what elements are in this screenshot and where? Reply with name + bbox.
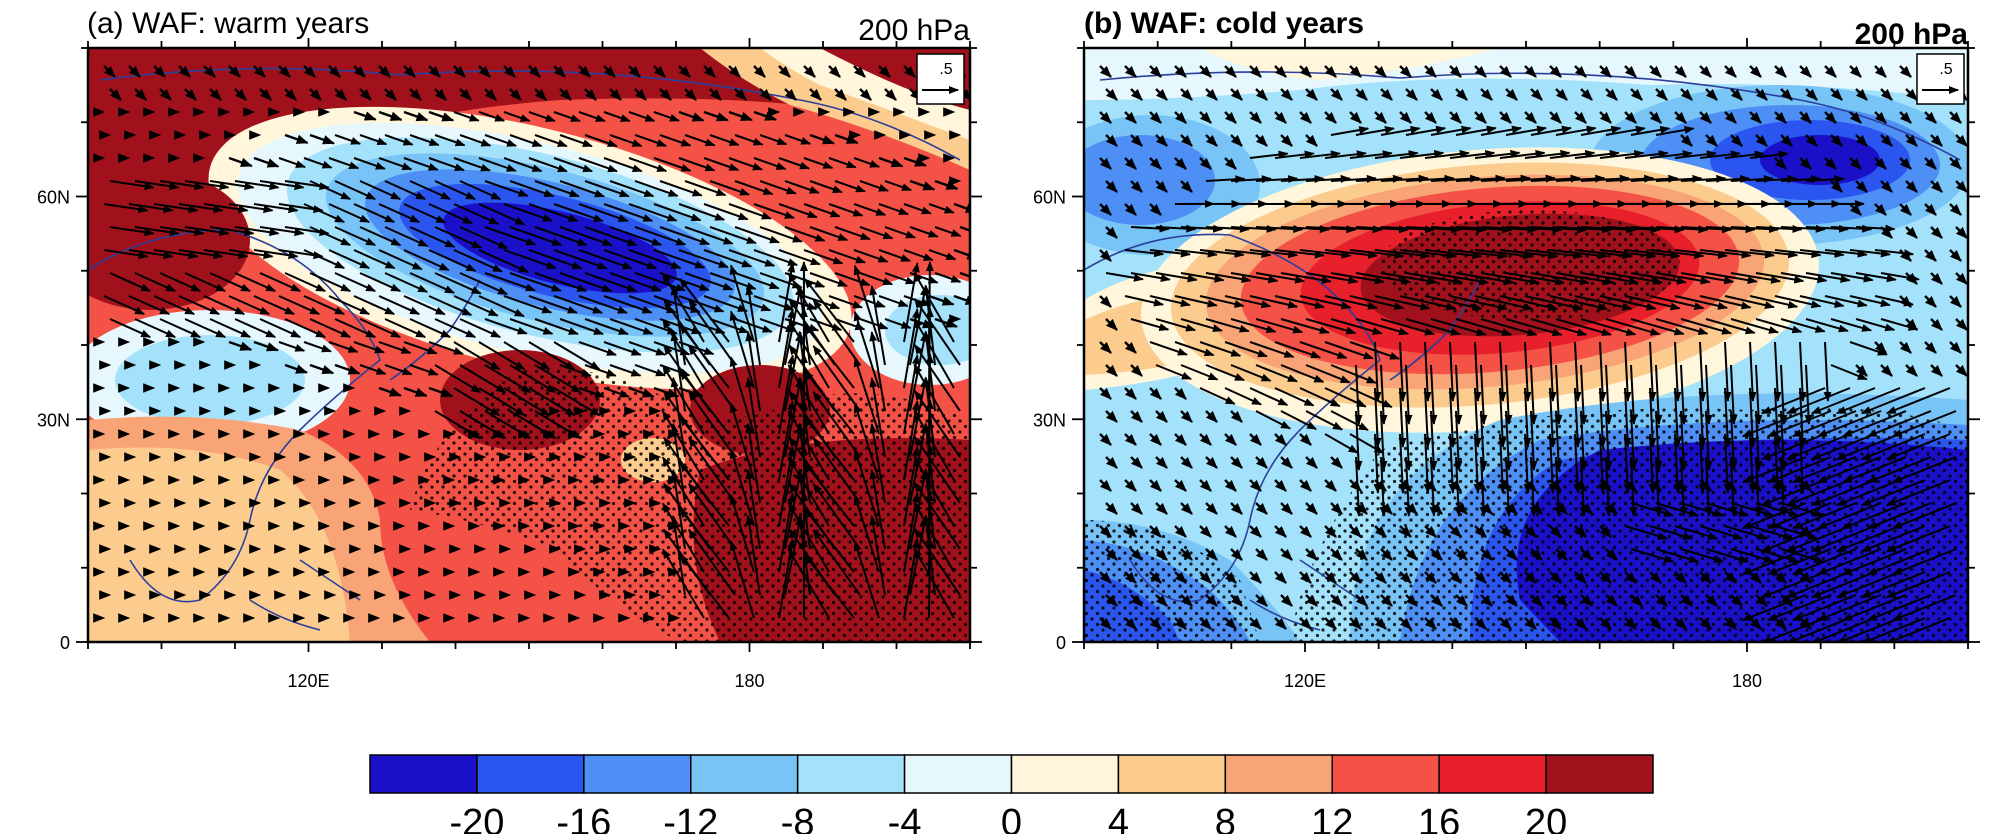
colorbar: -20 -16 -12 -8 -4 0 4 8 12 16 20 <box>370 755 1653 834</box>
panel-a: .5 (a) WAF: warm years 200 hPa 120E 180 60… <box>37 7 1010 691</box>
panel-b: .5 (b) WAF: cold years 200 hPa 120E 180 60… <box>1033 7 1980 691</box>
colorbar-label: -12 <box>663 802 718 834</box>
x-tick-label: 120E <box>1284 671 1326 691</box>
colorbar-label: -4 <box>888 802 922 834</box>
panel-a-ref-vector: .5 <box>917 54 964 104</box>
y-tick-label: 60N <box>37 188 70 208</box>
colorbar-label: 8 <box>1215 802 1236 834</box>
colorbar-swatch <box>1225 755 1332 793</box>
colorbar-swatch <box>1118 755 1225 793</box>
colorbar-label: 20 <box>1525 802 1567 834</box>
panel-a-level: 200 hPa <box>858 14 970 47</box>
colorbar-swatch <box>1546 755 1653 793</box>
panel-b-title: (b) WAF: cold years <box>1084 7 1364 40</box>
panel-b-level: 200 hPa <box>1855 18 1969 51</box>
colorbar-swatch <box>1332 755 1439 793</box>
panel-b-map <box>1040 48 1970 643</box>
colorbar-swatch <box>1012 755 1119 793</box>
colorbar-swatch <box>584 755 691 793</box>
panel-a-east-blue-inner <box>885 295 995 365</box>
panel-b-ref-label: .5 <box>1939 61 1952 78</box>
y-tick-label: 0 <box>60 633 70 653</box>
flux-vector <box>929 538 930 618</box>
colorbar-label: 16 <box>1418 802 1460 834</box>
panel-a-west-blue-inner <box>115 335 305 425</box>
panel-a-ref-label: .5 <box>939 61 952 78</box>
colorbar-label: -16 <box>556 802 611 834</box>
x-tick-label: 180 <box>734 671 764 691</box>
colorbar-label: 4 <box>1108 802 1129 834</box>
colorbar-swatch <box>691 755 798 793</box>
panel-a-map <box>50 48 1010 642</box>
colorbar-swatch <box>370 755 477 793</box>
y-tick-label: 0 <box>1056 633 1066 653</box>
x-tick-label: 120E <box>287 671 329 691</box>
colorbar-swatch <box>905 755 1012 793</box>
colorbar-label: -8 <box>781 802 815 834</box>
panel-a-title: (a) WAF: warm years <box>87 7 369 40</box>
colorbar-swatch <box>477 755 584 793</box>
colorbar-swatch <box>1439 755 1546 793</box>
panel-b-ref-vector: .5 <box>1917 54 1964 104</box>
colorbar-swatch <box>798 755 905 793</box>
x-tick-label: 180 <box>1732 671 1762 691</box>
panel-b-nw-blue-2 <box>1065 135 1215 225</box>
colorbar-label: 0 <box>1001 802 1022 834</box>
y-tick-label: 60N <box>1033 188 1066 208</box>
colorbar-label: 12 <box>1311 802 1353 834</box>
colorbar-label: -20 <box>449 802 504 834</box>
y-tick-label: 30N <box>37 410 70 430</box>
y-tick-label: 30N <box>1033 410 1066 430</box>
